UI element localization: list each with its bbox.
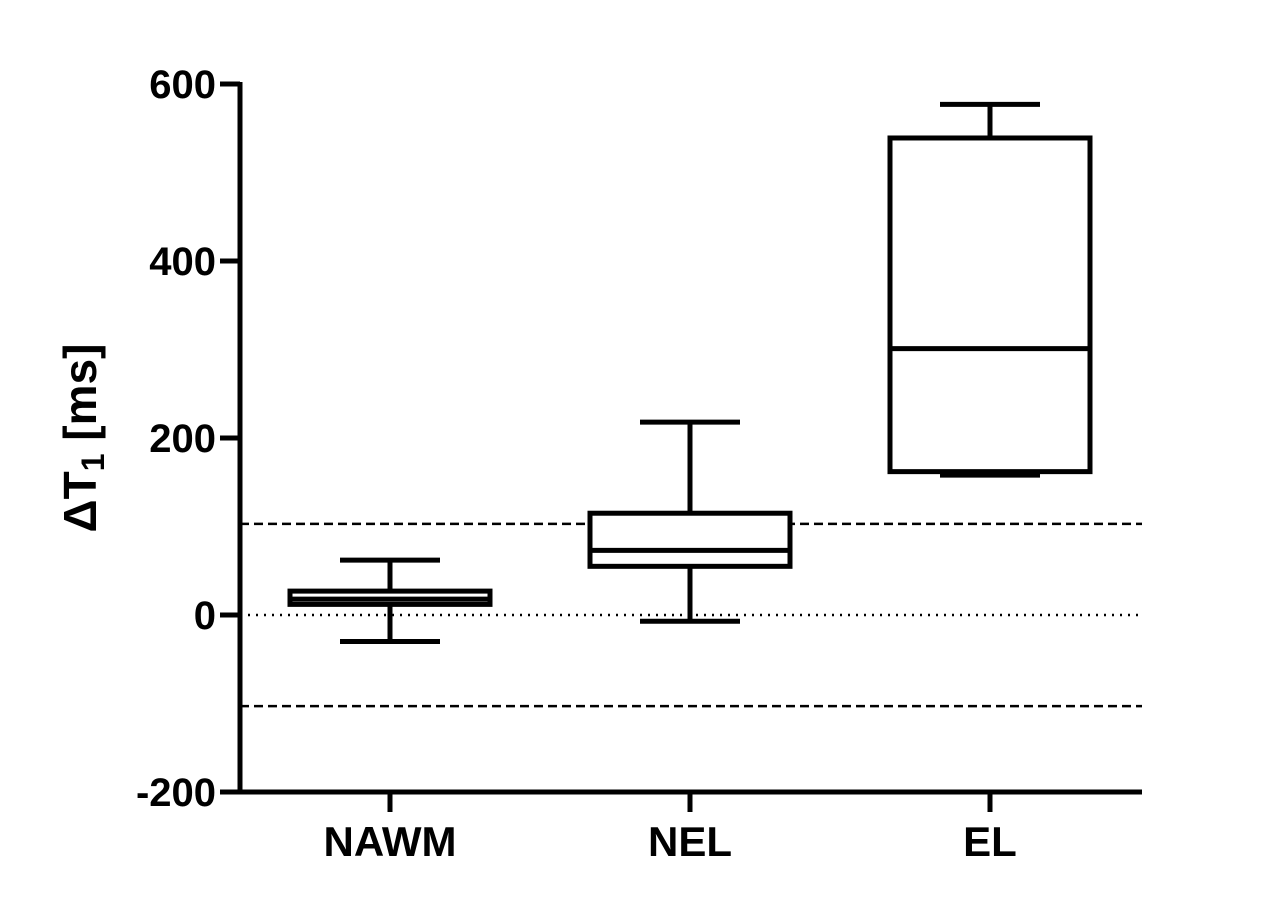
box-body bbox=[887, 135, 1093, 475]
axes bbox=[220, 81, 1142, 812]
y-axis-title-subscript: 1 bbox=[75, 453, 111, 471]
y-axis-title: ΔT1 [ms] bbox=[54, 344, 111, 533]
y-axis-title-unit: [ms] bbox=[54, 344, 106, 454]
box-body bbox=[587, 510, 793, 569]
x-tick-label: NEL bbox=[648, 818, 732, 865]
y-tick-label: 600 bbox=[149, 63, 216, 107]
y-tick-label: -200 bbox=[136, 771, 216, 815]
y-tick-label: 0 bbox=[194, 594, 216, 638]
y-tick-label: 200 bbox=[149, 417, 216, 461]
tick-labels: -200 0 200 400 600 NAWM NEL EL bbox=[136, 63, 1017, 865]
box-nawm bbox=[287, 557, 493, 645]
x-tick-label: NAWM bbox=[324, 818, 457, 865]
y-axis-title-symbol: Δ bbox=[54, 499, 106, 532]
box-series bbox=[287, 101, 1093, 645]
box-el bbox=[887, 101, 1093, 478]
box-nel bbox=[587, 419, 793, 624]
x-tick-label: EL bbox=[963, 818, 1017, 865]
y-tick-label: 400 bbox=[149, 240, 216, 284]
y-axis-title-base: T bbox=[54, 471, 106, 499]
